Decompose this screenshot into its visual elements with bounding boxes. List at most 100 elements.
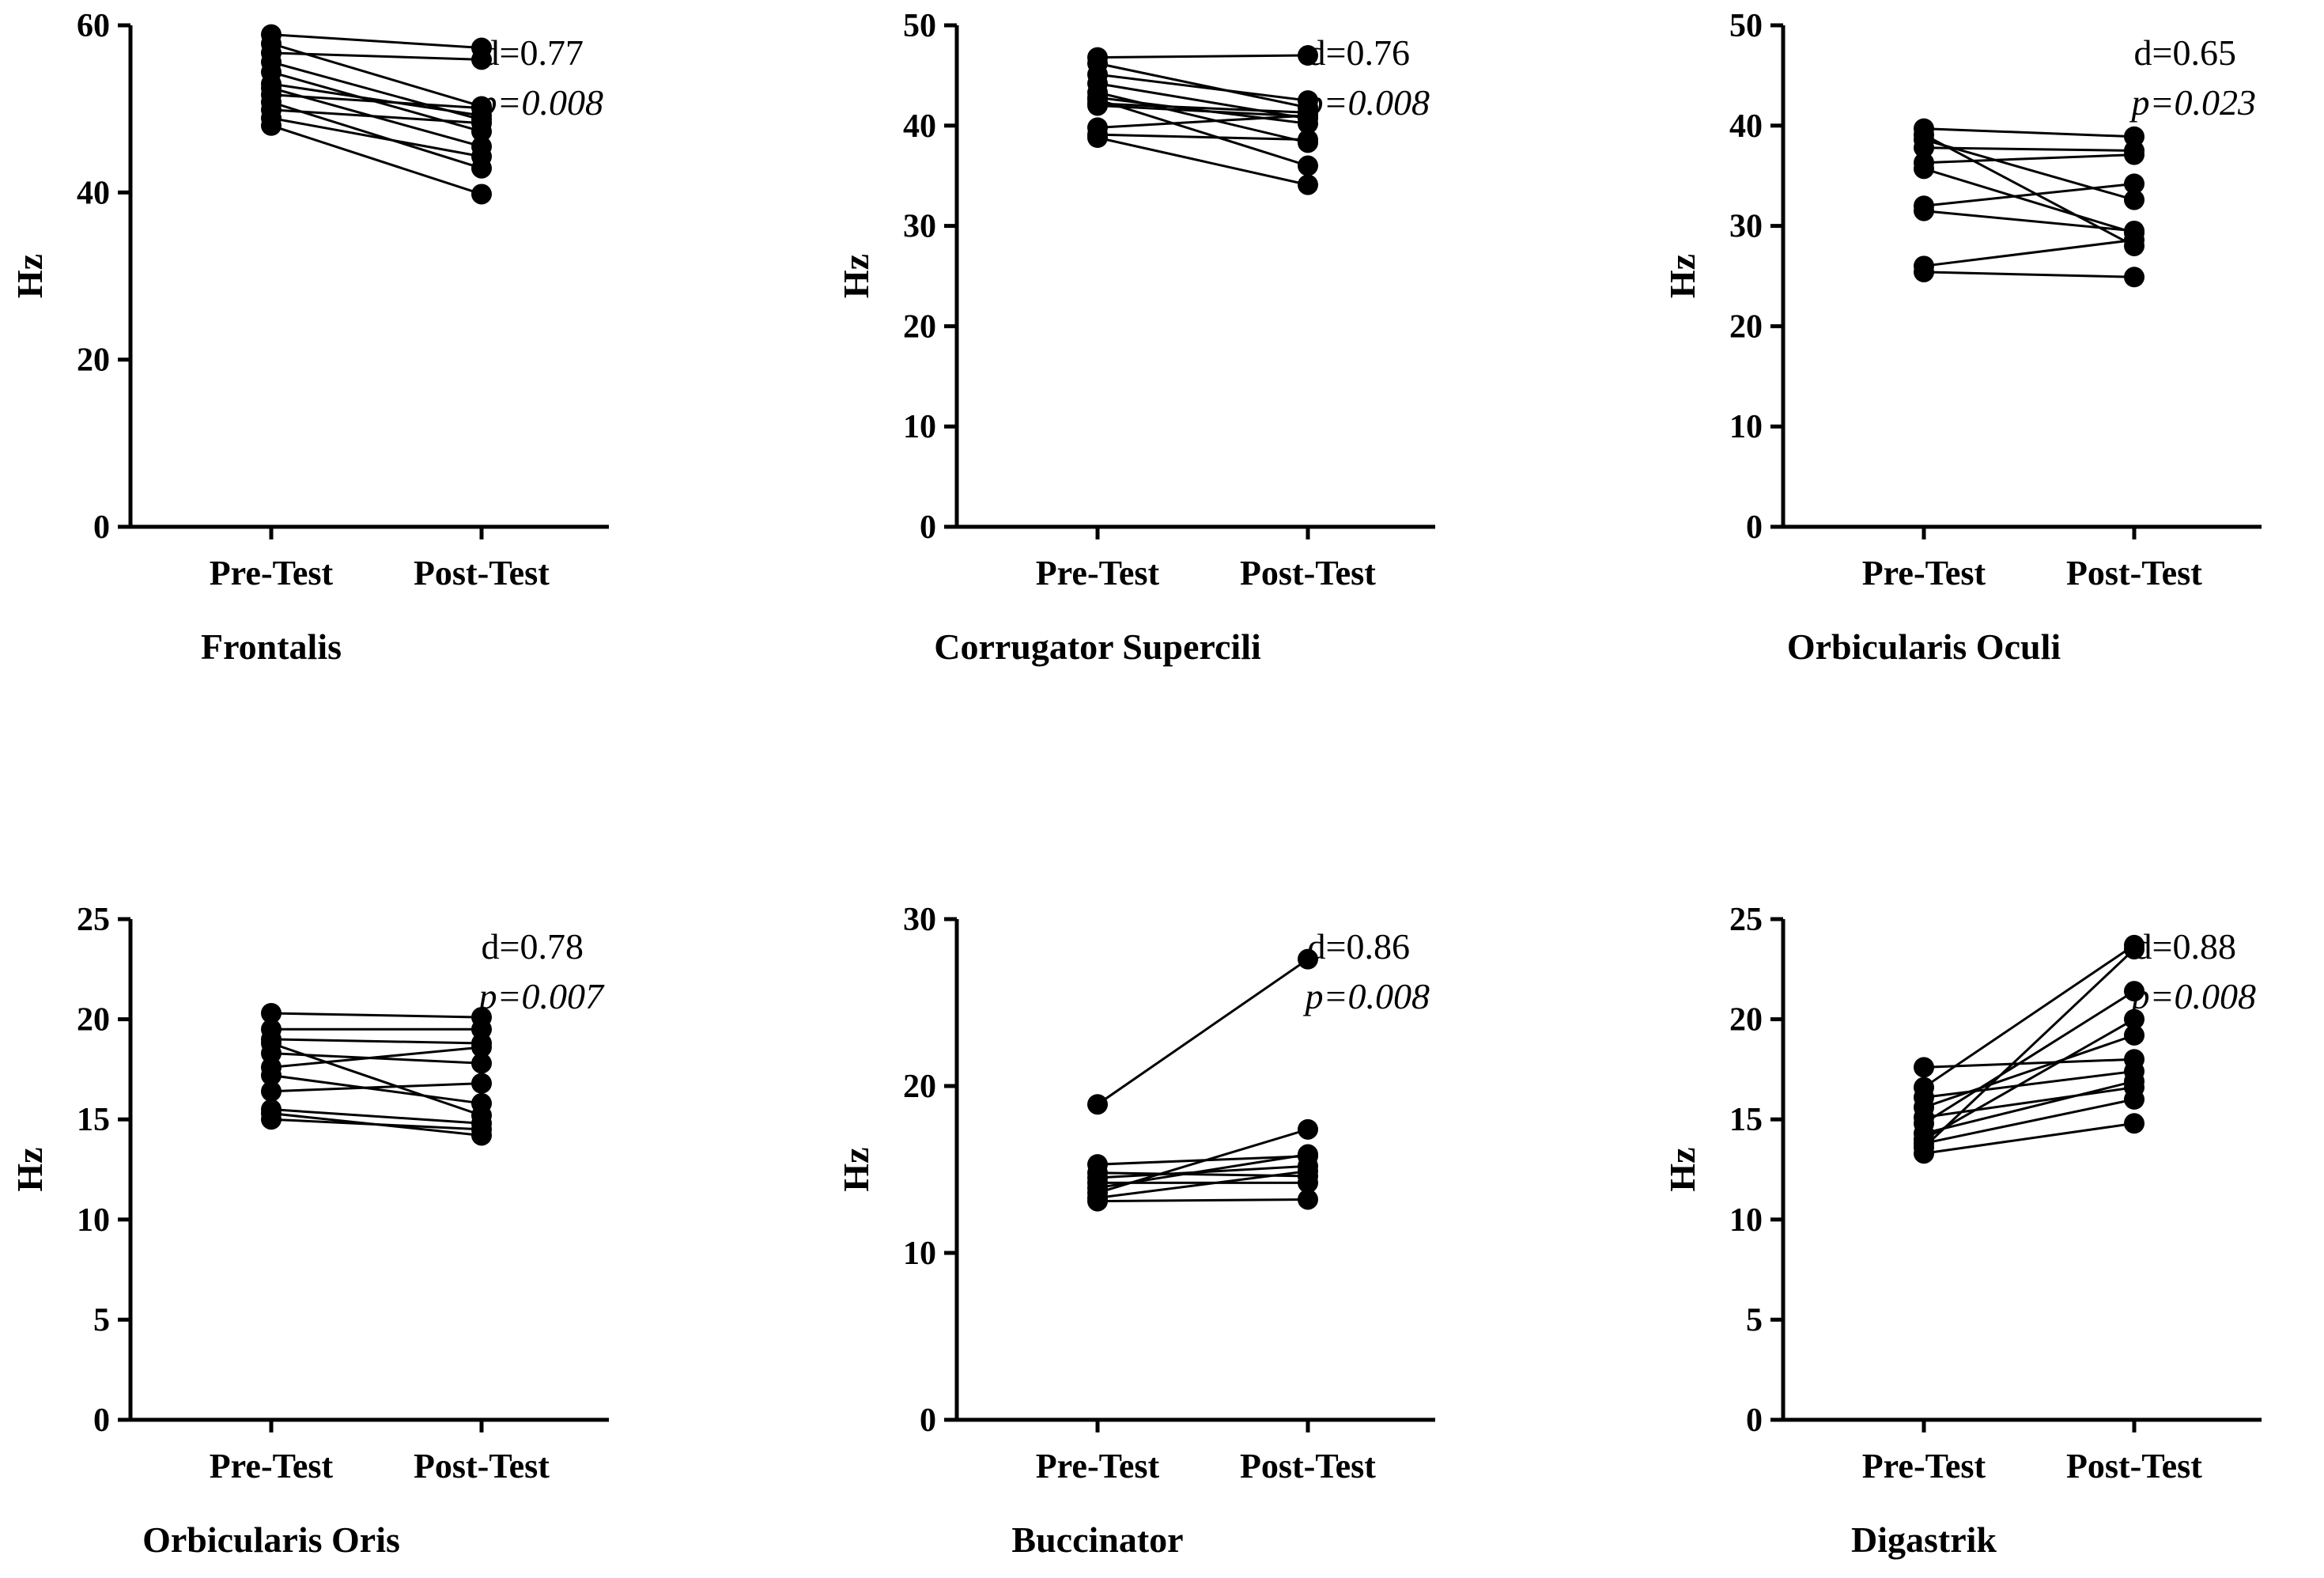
post-test-point — [2124, 981, 2145, 1002]
post-test-point — [2124, 938, 2145, 959]
post-test-point — [471, 1037, 492, 1058]
subject-line — [1923, 127, 2135, 138]
subject-line — [1923, 1098, 2135, 1145]
y-tick-label: 10 — [903, 409, 936, 445]
pre-test-point — [1914, 158, 1934, 180]
y-tick-label: 30 — [903, 209, 936, 245]
y-tick-label: 20 — [903, 308, 936, 345]
y-tick-label: 0 — [93, 509, 110, 546]
subject-line — [1097, 98, 1309, 167]
y-tick-label: 40 — [903, 108, 936, 145]
post-test-point — [1298, 1189, 1318, 1210]
panel-title: Digastrik — [1851, 1519, 1997, 1560]
y-tick-label: 25 — [1729, 902, 1763, 938]
subject-line — [270, 1012, 482, 1019]
subject-line — [270, 100, 482, 170]
y-tick-label: 30 — [1729, 209, 1763, 245]
x-category-label: Post-Test — [2066, 554, 2202, 592]
subject-line — [1097, 102, 1309, 114]
subject-line — [1922, 948, 2136, 1148]
panel-digastrik: 0 5 10 15 20 25 Hz Pre-Test Post-Test Digastrik d=… — [1662, 902, 2262, 1560]
y-tick-label: 0 — [1746, 1402, 1763, 1439]
y-tick-label: 25 — [77, 902, 110, 938]
subject-line — [1097, 1198, 1309, 1203]
post-test-point — [2124, 1008, 2145, 1030]
y-tick-label: 10 — [77, 1202, 110, 1239]
y-tick-label: 30 — [903, 902, 936, 938]
post-test-point — [471, 49, 492, 70]
p-value-label: p=0.008 — [476, 82, 603, 123]
subject-line — [1097, 133, 1309, 142]
post-test-point — [2124, 144, 2145, 165]
x-category-label: Post-Test — [414, 554, 550, 592]
subject-line — [270, 1118, 482, 1131]
subject-line — [1923, 1034, 2135, 1109]
pre-test-point — [261, 1065, 282, 1086]
post-test-point — [1298, 129, 1318, 150]
post-test-point — [471, 146, 492, 167]
y-tick-label: 50 — [1729, 8, 1763, 44]
p-value-label: p=0.023 — [2129, 82, 2256, 123]
subject-line — [1923, 1058, 2135, 1069]
subject-line — [270, 116, 482, 158]
subject-line — [1923, 1018, 2135, 1141]
panel-frontalis: 0 20 40 60 Hz Pre-Test Post-Test Frontalis d=0.7… — [9, 8, 609, 667]
subject-line — [1923, 182, 2135, 207]
y-tick-label: 0 — [93, 1402, 110, 1439]
post-test-point — [471, 1053, 492, 1074]
post-test-point — [1298, 155, 1318, 176]
pre-test-point — [1914, 1057, 1934, 1078]
y-tick-label: 50 — [903, 8, 936, 44]
subject-line — [1923, 271, 2135, 278]
panel-title: Frontalis — [201, 626, 342, 667]
subject-line — [270, 1046, 482, 1069]
panel-title: Orbicularis Oculi — [1787, 626, 2061, 667]
subject-line — [270, 124, 482, 195]
y-tick-label: 0 — [920, 1402, 936, 1439]
pre-test-point — [1087, 95, 1108, 116]
y-tick-label: 15 — [77, 1102, 110, 1138]
subject-line — [1923, 238, 2135, 267]
post-test-point — [1298, 105, 1318, 127]
panel-title: Corrugator Supercili — [934, 626, 1261, 667]
subject-line — [1097, 114, 1309, 129]
effect-size-label: d=0.65 — [2134, 32, 2236, 73]
subject-line — [1923, 1086, 2135, 1119]
pre-test-point — [261, 1003, 282, 1024]
subject-line — [270, 93, 482, 110]
subject-line — [270, 1074, 482, 1105]
subject-line — [1923, 138, 2135, 202]
post-test-point — [1298, 1160, 1318, 1182]
pre-test-point — [1914, 200, 1934, 221]
y-tick-label: 20 — [903, 1069, 936, 1105]
subject-line — [1097, 1128, 1309, 1194]
pre-test-point — [261, 1080, 282, 1102]
effect-size-label: d=0.88 — [2134, 926, 2236, 967]
effect-size-label: d=0.86 — [1308, 926, 1410, 967]
subject-line — [1923, 944, 2135, 1088]
y-axis-label: Hz — [836, 254, 876, 298]
x-category-label: Post-Test — [2066, 1447, 2202, 1485]
x-category-label: Pre-Test — [1036, 1447, 1160, 1485]
subject-line — [270, 108, 482, 125]
y-axis-label: Hz — [1662, 1147, 1702, 1191]
pre-test-point — [1914, 1143, 1934, 1164]
post-test-point — [1298, 174, 1318, 195]
effect-size-label: d=0.77 — [482, 32, 584, 73]
pre-test-point — [261, 1109, 282, 1130]
subject-line — [1923, 210, 2135, 233]
y-tick-label: 20 — [77, 1002, 110, 1039]
y-tick-label: 5 — [93, 1302, 110, 1338]
panel-orbicularis-oculi: 0 10 20 30 40 50 Hz Pre-Test Post-TestOrbiculari… — [1662, 8, 2262, 667]
subject-line — [1097, 73, 1309, 102]
post-test-point — [471, 184, 492, 205]
post-test-point — [471, 112, 492, 134]
subject-line — [270, 1038, 482, 1045]
y-axis-label: Hz — [9, 1147, 50, 1191]
post-test-point — [1298, 948, 1318, 970]
y-tick-label: 10 — [903, 1236, 936, 1272]
pre-test-point — [1087, 1190, 1108, 1212]
subject-line — [270, 33, 482, 50]
panel-title: Buccinator — [1011, 1519, 1183, 1560]
panel-buccinator: 0 10 20 30 Hz Pre-Test Post-Test Buccinator d=0.… — [836, 902, 1435, 1560]
